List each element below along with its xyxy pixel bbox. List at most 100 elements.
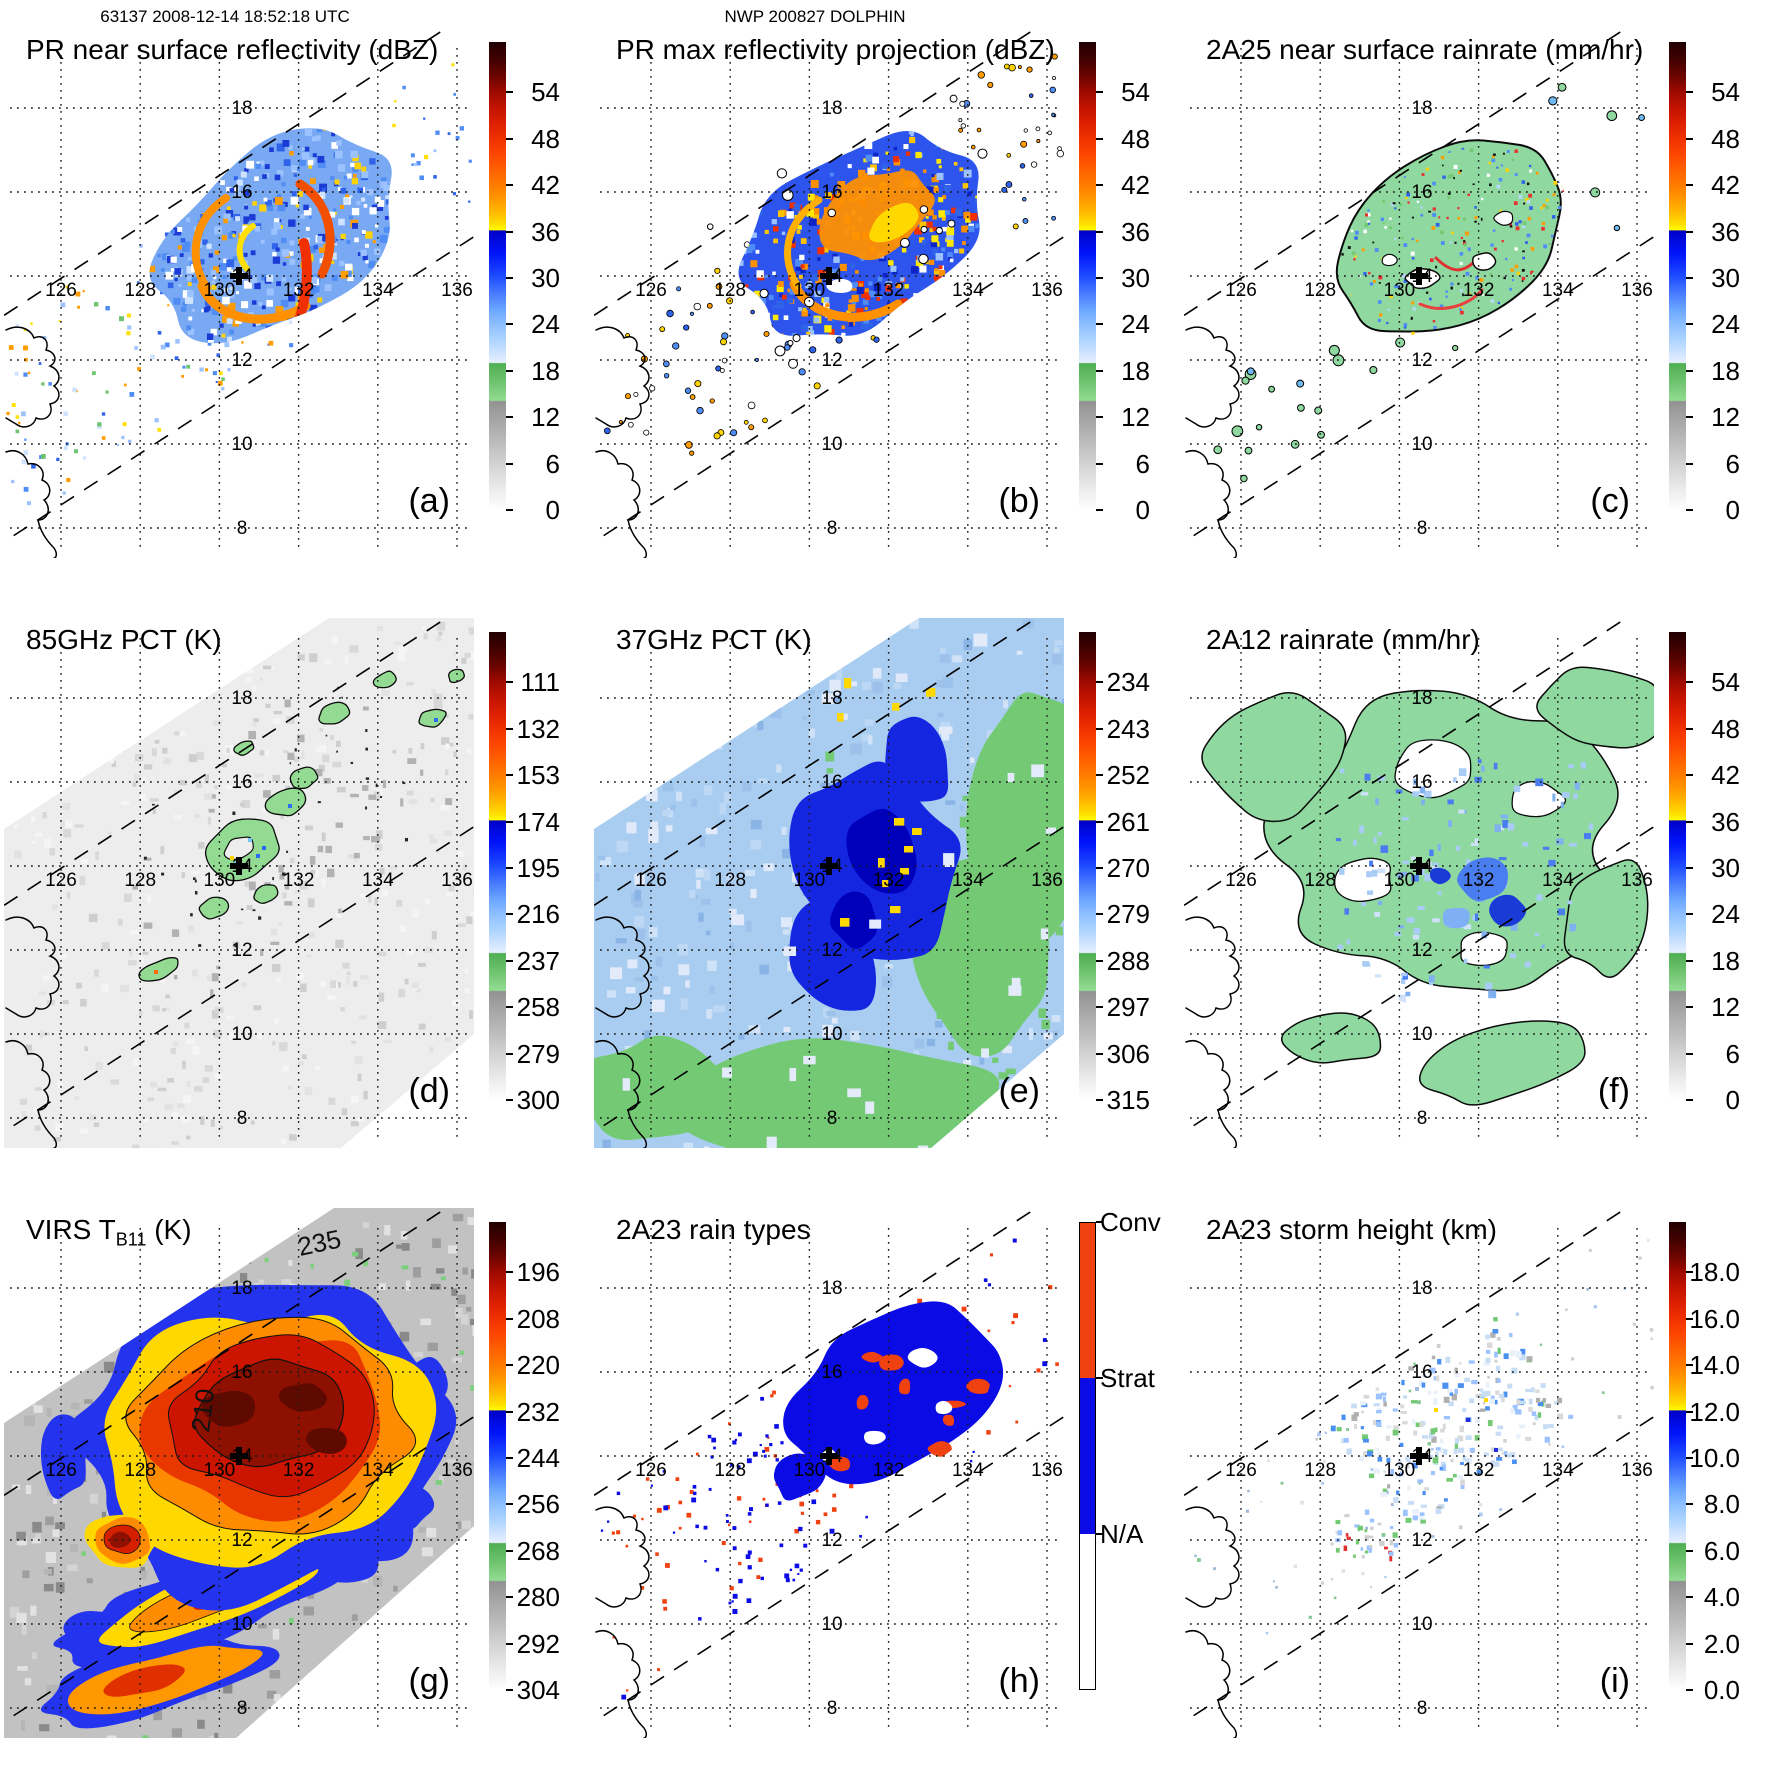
panel-title: 2A23 rain types — [616, 1214, 811, 1245]
colorbar-tick-label: 12 — [531, 402, 560, 433]
swath-edges — [1184, 28, 1654, 543]
panel-e: 37GHz PCT (K) 12612813013213413618161412… — [590, 590, 1180, 1180]
colorbar-tick-label: 0 — [545, 495, 560, 525]
panel-title: VIRS TB11 (K) — [26, 1214, 192, 1250]
storm-center-cross — [230, 1447, 248, 1465]
panel-b: PR max reflectivity projection (dBZ) 126… — [590, 0, 1180, 590]
colorbar-tick-label: 196 — [516, 1257, 560, 1288]
svg-text:134: 134 — [1542, 1460, 1574, 1481]
svg-text:134: 134 — [1542, 280, 1574, 301]
colorbar-tick-label: 48 — [531, 123, 560, 154]
colorbar-tick-label: 208 — [516, 1303, 560, 1334]
storm-center-cross — [1410, 267, 1428, 285]
colorbar-tick-label: 6 — [1725, 448, 1740, 479]
colorbar-bar — [1669, 1222, 1686, 1690]
svg-text:8: 8 — [1417, 1108, 1428, 1129]
colorbar-tick-label: 153 — [516, 760, 560, 791]
colorbar-tick — [1686, 681, 1693, 684]
svg-text:8: 8 — [237, 1698, 248, 1719]
svg-text:10: 10 — [821, 1614, 842, 1635]
panel-letter: (b) — [998, 482, 1040, 520]
panel-title: 85GHz PCT (K) — [26, 624, 222, 655]
panel-i: 2A23 storm height (km) 126 128 130 132 134 13… — [1180, 1180, 1770, 1770]
storm-center-cross — [820, 267, 838, 285]
grid-labels: 12612813013213413618161412108 — [45, 98, 473, 539]
colorbar-tick — [1096, 913, 1103, 916]
colorbar-tick — [1686, 416, 1693, 419]
colorbar-tick-label: 2.0 — [1703, 1628, 1740, 1659]
colorbar-tick-label: 12 — [1711, 402, 1740, 433]
panel-g: VIRS TB11 (K) 210 235 126 128 130 132 134 136 18… — [0, 1180, 590, 1770]
colorbar-tick — [506, 727, 513, 730]
svg-text:10: 10 — [231, 1614, 252, 1635]
colorbar-tick-label: 268 — [516, 1535, 560, 1566]
panel-title: PR near surface reflectivity (dBZ) — [26, 34, 439, 65]
colorbar-tick-label: 4.0 — [1703, 1582, 1740, 1613]
grid-labels: 12612813013213413618161412108 — [1225, 1278, 1653, 1719]
colorbar-tick — [1686, 276, 1693, 279]
colorbar-tick — [1096, 866, 1103, 869]
colorbar-tick — [506, 509, 513, 511]
colorbar-tick-label: 0 — [1725, 495, 1740, 525]
colorbar-tick — [1686, 369, 1693, 372]
storm-center-cross — [1410, 1447, 1428, 1465]
svg-text:8: 8 — [237, 1108, 248, 1129]
coastline — [595, 916, 650, 1148]
svg-text:126: 126 — [45, 870, 77, 891]
colorbar-tick-label: 48 — [1711, 713, 1740, 744]
colorbar-tick-label: 6.0 — [1703, 1535, 1740, 1566]
colorbar-tick — [1686, 184, 1693, 187]
colorbar-tick-label: 258 — [516, 992, 560, 1023]
svg-text:10: 10 — [821, 1024, 842, 1045]
colorbar-tick-label: 237 — [516, 945, 560, 976]
coastline — [1185, 1506, 1240, 1738]
contour-label: 210 — [185, 1387, 220, 1434]
svg-text:128: 128 — [124, 1460, 156, 1481]
colorbar-tick — [1096, 820, 1103, 823]
svg-text:136: 136 — [441, 280, 473, 301]
colorbar-tick — [1686, 1271, 1693, 1274]
colorbar-tick-label: 279 — [1106, 899, 1150, 930]
swath-edges — [4, 28, 474, 543]
colorbar-tick-label: 288 — [1106, 945, 1150, 976]
svg-text:16: 16 — [821, 182, 842, 203]
colorbar-tick — [506, 416, 513, 419]
colorbar-tick — [1686, 1317, 1693, 1320]
colorbar-tick-label: 18 — [1711, 355, 1740, 386]
panel-letter: (g) — [408, 1662, 450, 1700]
panel-title: PR max reflectivity projection (dBZ) — [616, 34, 1055, 65]
svg-text:10: 10 — [821, 434, 842, 455]
colorbar-tick-label: 315 — [1106, 1085, 1150, 1115]
map-g: 21023512612813013213413618161412108 — [4, 1208, 474, 1738]
svg-text:16: 16 — [231, 772, 252, 793]
colorbar-tick — [1686, 774, 1693, 777]
colorbar-tick — [506, 462, 513, 465]
colorbar-tick — [1686, 509, 1693, 511]
colorbar-tick — [506, 1006, 513, 1009]
colorbar-tick — [1096, 1099, 1103, 1101]
colorbar-tick-label: 18 — [1121, 355, 1150, 386]
svg-text:126: 126 — [1225, 280, 1257, 301]
svg-text:18: 18 — [231, 98, 252, 119]
svg-text:12: 12 — [231, 1530, 252, 1551]
panel-letter: (h) — [998, 1662, 1040, 1700]
colorbar-tick-label: 306 — [1106, 1038, 1150, 1069]
colorbar-tick — [1686, 727, 1693, 730]
coastline — [595, 1506, 650, 1738]
svg-text:130: 130 — [794, 280, 826, 301]
colorbar-tick — [1686, 137, 1693, 140]
colorbar-bar — [1669, 632, 1686, 1100]
svg-text:130: 130 — [204, 1460, 236, 1481]
panel-a: PR near surface reflectivity (dBZ) 126 12… — [0, 0, 590, 590]
grid-labels: 12612813013213413618161412108 — [635, 688, 1063, 1129]
colorbar-tick-label: 6 — [545, 448, 560, 479]
colorbar-tick — [1096, 1533, 1103, 1535]
colorbar-tick — [1686, 1099, 1693, 1101]
colorbar-tick — [506, 91, 513, 94]
storm-center-cross — [820, 857, 838, 875]
svg-text:136: 136 — [441, 1460, 473, 1481]
colorbar-tick-label: 216 — [516, 899, 560, 930]
svg-text:8: 8 — [827, 518, 838, 539]
colorbar-tick-label: 279 — [516, 1038, 560, 1069]
